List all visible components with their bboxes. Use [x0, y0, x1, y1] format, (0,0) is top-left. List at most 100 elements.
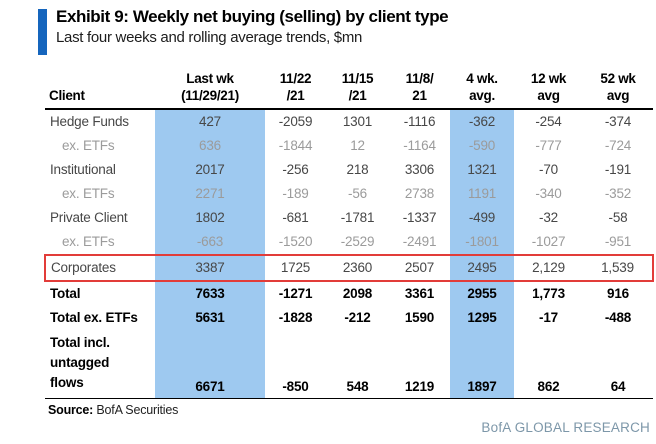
value-cell: -663: [155, 229, 265, 255]
value-cell: -951: [604, 234, 632, 250]
column-header: 52 wk avg: [583, 70, 653, 110]
value-cell: -1828: [278, 310, 313, 326]
value-cell: 1301: [342, 114, 373, 130]
value-cell: -1801: [450, 229, 514, 255]
value-cell: -340: [535, 186, 562, 202]
value-cell: 2,129: [514, 253, 583, 282]
client-label: Private Client: [50, 210, 128, 226]
table-row: ex. ETFs 636 -1844 12 -1164 -590 -777 -724: [45, 133, 653, 158]
client-label: ex. ETFs: [62, 186, 115, 202]
value-cell: -724: [604, 138, 632, 154]
value-cell: -56: [348, 186, 367, 202]
column-header: 11/22/21: [265, 70, 326, 110]
value-cell: 7633: [155, 280, 265, 306]
client-label: Corporates: [44, 253, 155, 282]
value-cell: 3387: [155, 253, 265, 282]
value-cell: -2529: [340, 234, 375, 250]
client-flows-table: Client Last wk (11/29/21) 11/22/21 11/15/21 1…: [44, 70, 654, 399]
value-cell: -191: [604, 162, 632, 178]
value-cell: -70: [539, 162, 558, 178]
exhibit-title: Exhibit 9: Weekly net buying (selling) b…: [56, 7, 449, 26]
table-row: Hedge Funds 427 -2059 1301 -1116 -362 -254 -374: [45, 108, 653, 134]
value-cell: -777: [535, 138, 562, 154]
column-header: 4 wk. avg.: [450, 70, 514, 110]
table-row: Total ex. ETFs 5631 -1828 -212 1590 1295 -17 -4…: [45, 305, 653, 330]
table-row: ex. ETFs -663 -1520 -2529 -2491 -1801 -1027 -95…: [45, 229, 653, 255]
client-label: Hedge Funds: [50, 114, 129, 130]
column-header: 11/8/21: [389, 70, 450, 110]
value-cell: -212: [344, 310, 371, 326]
value-cell: 1,773: [532, 286, 565, 302]
column-header: Last wk (11/29/21): [155, 70, 265, 110]
value-cell: 548: [326, 329, 389, 399]
client-label: Institutional: [50, 162, 116, 178]
value-cell: -256: [282, 162, 309, 178]
table-row: Corporates 3387 1725 2360 2507 2495 2,129 1,539: [44, 253, 654, 282]
value-cell: -850: [265, 329, 326, 399]
value-cell: -681: [282, 210, 309, 226]
value-cell: -1116: [403, 114, 436, 130]
value-cell: 427: [155, 108, 265, 134]
value-cell: -499: [450, 205, 514, 230]
column-header: 11/15/21: [326, 70, 389, 110]
value-cell: -32: [539, 210, 558, 226]
value-cell: -488: [604, 310, 632, 326]
value-cell: 862: [514, 329, 583, 399]
value-cell: 2017: [155, 157, 265, 182]
table-header: Client Last wk (11/29/21) 11/22/21 11/15/21 1…: [45, 70, 653, 110]
value-cell: -1027: [531, 234, 566, 250]
value-cell: -1164: [403, 138, 436, 154]
value-cell: 2360: [326, 253, 389, 282]
table-body: Hedge Funds 427 -2059 1301 -1116 -362 -254 -374…: [44, 108, 654, 399]
value-cell: 5631: [155, 305, 265, 330]
value-cell: -362: [450, 108, 514, 134]
column-header-client: Client: [45, 70, 155, 110]
value-cell: 1219: [389, 329, 450, 399]
client-label: Total incl. untagged flows: [45, 329, 155, 399]
value-cell: 1295: [450, 305, 514, 330]
value-cell: -374: [604, 114, 632, 130]
value-cell: -1520: [278, 234, 313, 250]
value-cell: 1897: [450, 329, 514, 399]
value-cell: -2491: [402, 234, 437, 250]
value-cell: 2098: [342, 286, 373, 302]
value-cell: -352: [604, 186, 632, 202]
client-label: ex. ETFs: [62, 138, 115, 154]
table-row: Total incl. untagged flows 6671 -850 548 1219 1…: [45, 329, 653, 399]
value-cell: 12: [350, 138, 365, 154]
client-label: Total ex. ETFs: [50, 310, 138, 326]
table-row: Institutional 2017 -256 218 3306 1321 -70 -191: [45, 157, 653, 182]
value-cell: 2271: [155, 181, 265, 206]
value-cell: 1725: [265, 253, 326, 282]
value-cell: 6671: [155, 329, 265, 399]
table-row: Total 7633 -1271 2098 3361 2955 1,773 916: [45, 280, 653, 306]
value-cell: 1321: [450, 157, 514, 182]
value-cell: -17: [539, 310, 558, 326]
value-cell: 218: [346, 162, 369, 178]
value-cell: 1590: [404, 310, 435, 326]
value-cell: 636: [155, 133, 265, 158]
source-value: BofA Securities: [96, 403, 179, 417]
exhibit-accent-bar: [38, 9, 47, 55]
value-cell: 2507: [389, 253, 450, 282]
value-cell: -254: [535, 114, 562, 130]
exhibit-subtitle: Last four weeks and rolling average tren…: [56, 29, 363, 47]
value-cell: -1844: [278, 138, 313, 154]
value-cell: 916: [607, 286, 629, 302]
value-cell: -1271: [278, 286, 313, 302]
value-cell: -2059: [278, 114, 313, 130]
table-header-row: Client Last wk (11/29/21) 11/22/21 11/15/21 1…: [45, 70, 653, 110]
value-cell: 64: [583, 329, 653, 399]
source-line: Source: BofA Securities: [48, 403, 178, 417]
value-cell: 3306: [404, 162, 435, 178]
value-cell: -189: [282, 186, 309, 202]
table-row: ex. ETFs 2271 -189 -56 2738 1191 -340 -352: [45, 181, 653, 206]
exhibit-title-block: Exhibit 9: Weekly net buying (selling) b…: [56, 6, 636, 46]
value-cell: 1191: [450, 181, 514, 206]
brand-footer: BofA GLOBAL RESEARCH: [481, 420, 650, 435]
value-cell: 3361: [404, 286, 435, 302]
column-header: 12 wk avg: [514, 70, 583, 110]
value-cell: 1802: [155, 205, 265, 230]
table-row: Private Client 1802 -681 -1781 -1337 -499 -32 -…: [45, 205, 653, 230]
